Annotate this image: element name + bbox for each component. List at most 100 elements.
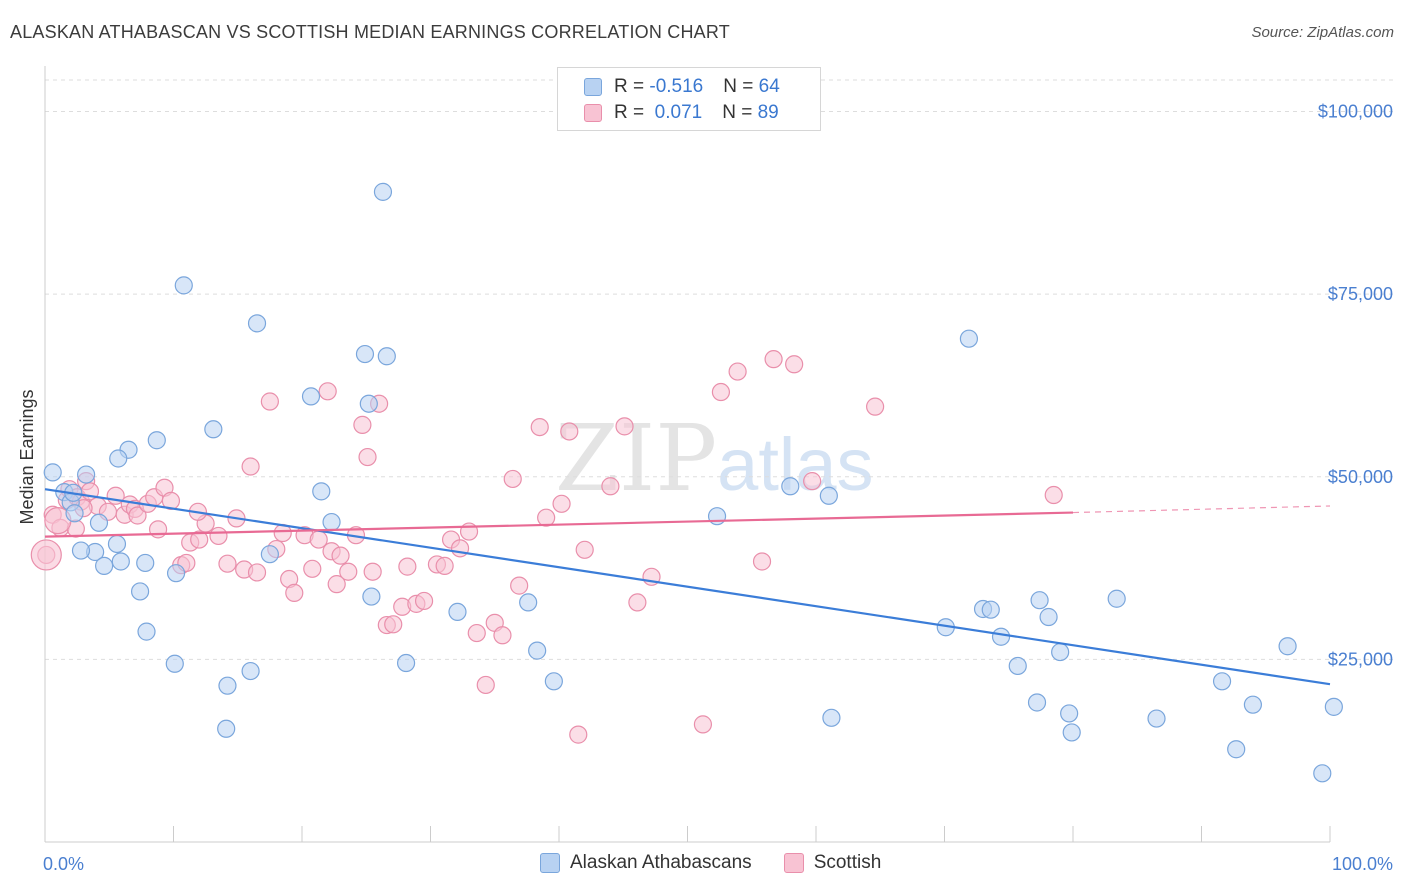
scottish-point	[303, 559, 322, 578]
alaskan-athabascan-point	[1051, 642, 1070, 662]
series-swatch-pink	[783, 853, 804, 873]
alaskan-athabascan-point	[781, 477, 800, 496]
legend-swatch-pink	[584, 104, 602, 122]
alaskan-athabascan-point	[130, 582, 150, 601]
alaskan-athabascan-point	[1147, 709, 1166, 728]
alaskan-athabascan-point	[95, 556, 114, 575]
alaskan-athabascan-point	[1324, 697, 1343, 716]
series-swatch-blue	[540, 853, 560, 873]
alaskan-athabascan-point	[166, 564, 186, 583]
legend-r-value: 0.071	[649, 102, 703, 123]
scottish-point	[628, 593, 647, 612]
legend-row-alaskan: R = -0.516 N = 64	[584, 75, 780, 99]
source-label: Source: ZipAtlas.com	[1251, 24, 1394, 41]
legend-r-label: R =	[614, 76, 650, 97]
alaskan-athabascan-point	[1227, 740, 1246, 759]
alaskan-athabascan-point	[1107, 589, 1126, 608]
alaskan-athabascan-point	[174, 276, 193, 295]
scottish-point	[728, 362, 747, 381]
alaskan-athabascan-point	[355, 344, 375, 364]
scottish-point	[552, 494, 571, 513]
alaskan-athabascan-point	[528, 641, 547, 660]
scottish-point	[218, 554, 237, 573]
legend-n-label: N =	[723, 76, 759, 97]
scottish-point	[866, 397, 885, 416]
legend-n-value: 64	[758, 76, 780, 97]
alaskan-athabascan-point	[165, 654, 184, 673]
alaskan-athabascan-point	[373, 182, 393, 201]
scottish-point	[384, 615, 403, 634]
scottish-point	[467, 623, 486, 643]
alaskan-athabascan-point	[1212, 672, 1232, 691]
scottish-points	[30, 350, 1063, 744]
scottish-point	[241, 457, 260, 476]
alaskan-athabascan-point	[107, 534, 127, 554]
alaskan-athabascan-point	[301, 387, 321, 406]
scottish-point	[363, 562, 382, 581]
legend-row-scottish: R = 0.071 N = 89	[584, 101, 779, 125]
series-legend-alaskan[interactable]: Alaskan Athabascans	[540, 852, 752, 874]
scottish-point	[128, 506, 147, 525]
series-legend-scottish[interactable]: Scottish	[783, 852, 881, 874]
alaskan-athabascan-point	[959, 329, 979, 348]
scottish-point	[476, 675, 495, 695]
alaskan-athabascan-point	[1008, 656, 1027, 676]
alaskan-athabascan-point	[362, 587, 381, 606]
alaskan-athabascan-point	[77, 465, 96, 484]
alaskan-athabascan-point	[260, 545, 279, 564]
scottish-point	[569, 725, 588, 744]
alaskan-athabascan-point	[137, 622, 156, 641]
alaskan-athabascan-point	[1030, 591, 1049, 610]
y-tick-label: $50,000	[1328, 467, 1393, 487]
x-tick-label: 100.0%	[1332, 854, 1393, 874]
alaskan-athabascan-point	[981, 600, 1000, 619]
correlation-legend: R = -0.516 N = 64 R = 0.071 N = 89	[557, 67, 821, 131]
scottish-point	[209, 526, 228, 546]
scottish-point	[560, 422, 579, 441]
alaskan-athabascan-point	[1062, 723, 1081, 742]
series-name-alaskan: Alaskan Athabascans	[570, 852, 752, 873]
scottish-point	[331, 546, 350, 565]
scottish-point	[353, 415, 372, 434]
alaskan-athabascan-point	[1060, 704, 1079, 723]
alaskan-athabascan-point	[241, 661, 260, 681]
watermark: ZIPatlas	[555, 405, 873, 512]
scottish-trend-extension	[1072, 505, 1331, 514]
scottish-point	[530, 417, 549, 437]
scottish-point	[450, 539, 470, 558]
alaskan-athabascan-point	[111, 552, 130, 571]
scottish-point	[615, 417, 634, 436]
scottish-point	[711, 382, 731, 402]
y-tick-label: $100,000	[1318, 102, 1393, 122]
alaskan-athabascan-point	[322, 512, 341, 532]
alaskan-athabascan-point	[136, 553, 155, 573]
alaskan-athabascan-point	[109, 449, 128, 468]
alaskan-athabascan-point	[247, 314, 267, 333]
axes	[44, 66, 1331, 843]
scottish-point	[358, 447, 377, 467]
alaskan-athabascan-point	[448, 602, 467, 622]
alaskan-athabascan-point	[707, 507, 727, 526]
legend-n-label: N =	[722, 102, 758, 123]
scottish-point	[1044, 485, 1063, 505]
alaskan-athabascan-point	[204, 420, 223, 439]
alaskan-athabascan-point	[1278, 637, 1297, 656]
scottish-point	[148, 520, 168, 539]
x-tick-label: 0.0%	[43, 854, 84, 874]
scottish-point	[260, 392, 279, 411]
alaskan-athabascan-points	[43, 182, 1343, 783]
alaskan-athabascan-point	[359, 394, 378, 413]
chart-title: ALASKAN ATHABASCAN VS SCOTTISH MEDIAN EA…	[10, 22, 730, 42]
scottish-point	[537, 508, 556, 527]
trend-lines	[44, 488, 1331, 686]
scottish-point	[339, 562, 358, 581]
alaskan-athabascan-point	[396, 653, 416, 673]
scottish-point	[510, 576, 529, 595]
series-legend: Alaskan Athabascans Scottish	[540, 852, 913, 874]
alaskan-athabascan-point	[519, 593, 538, 612]
scottish-point	[30, 539, 62, 571]
alaskan-athabascan-point	[991, 627, 1011, 646]
scottish-point	[285, 583, 304, 603]
legend-r-value: -0.516	[649, 76, 704, 97]
